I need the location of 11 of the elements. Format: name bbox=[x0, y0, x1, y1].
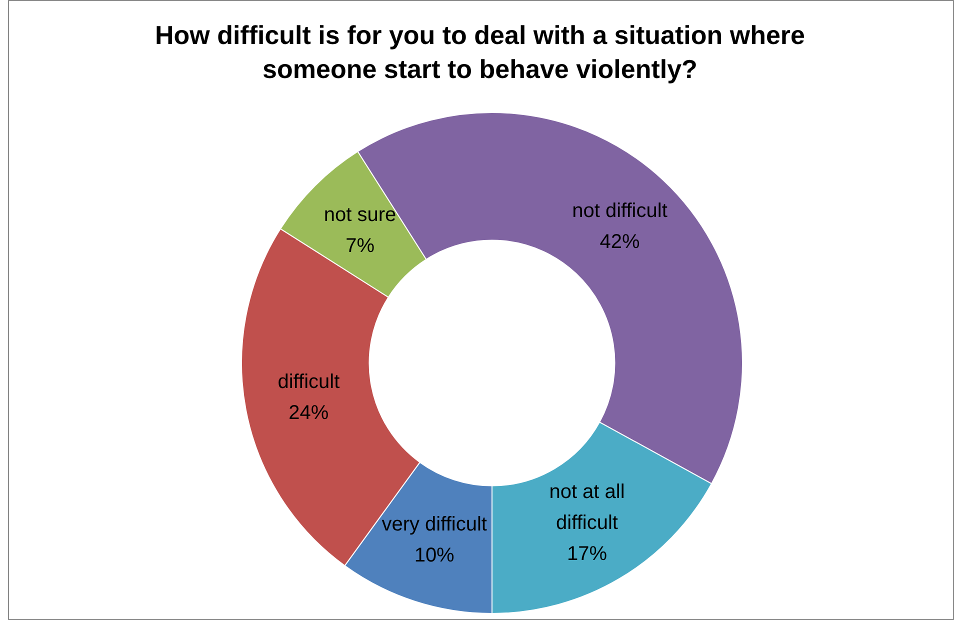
data-label: 10% bbox=[414, 544, 455, 567]
data-label: 7% bbox=[346, 235, 375, 258]
slice-label: not difficult bbox=[572, 200, 668, 222]
slice-label: not sure bbox=[324, 204, 396, 226]
chart-title: How difficult is for you to deal with a situation where someone start to behave violently? bbox=[154, 19, 806, 86]
data-label: 17% bbox=[566, 543, 608, 566]
data-label: 24% bbox=[288, 402, 329, 424]
slice-label: difficult bbox=[278, 370, 340, 393]
slice-label: very difficult bbox=[382, 514, 488, 536]
data-label: 42% bbox=[600, 230, 640, 253]
slice-label: not at all difficult bbox=[549, 481, 625, 534]
